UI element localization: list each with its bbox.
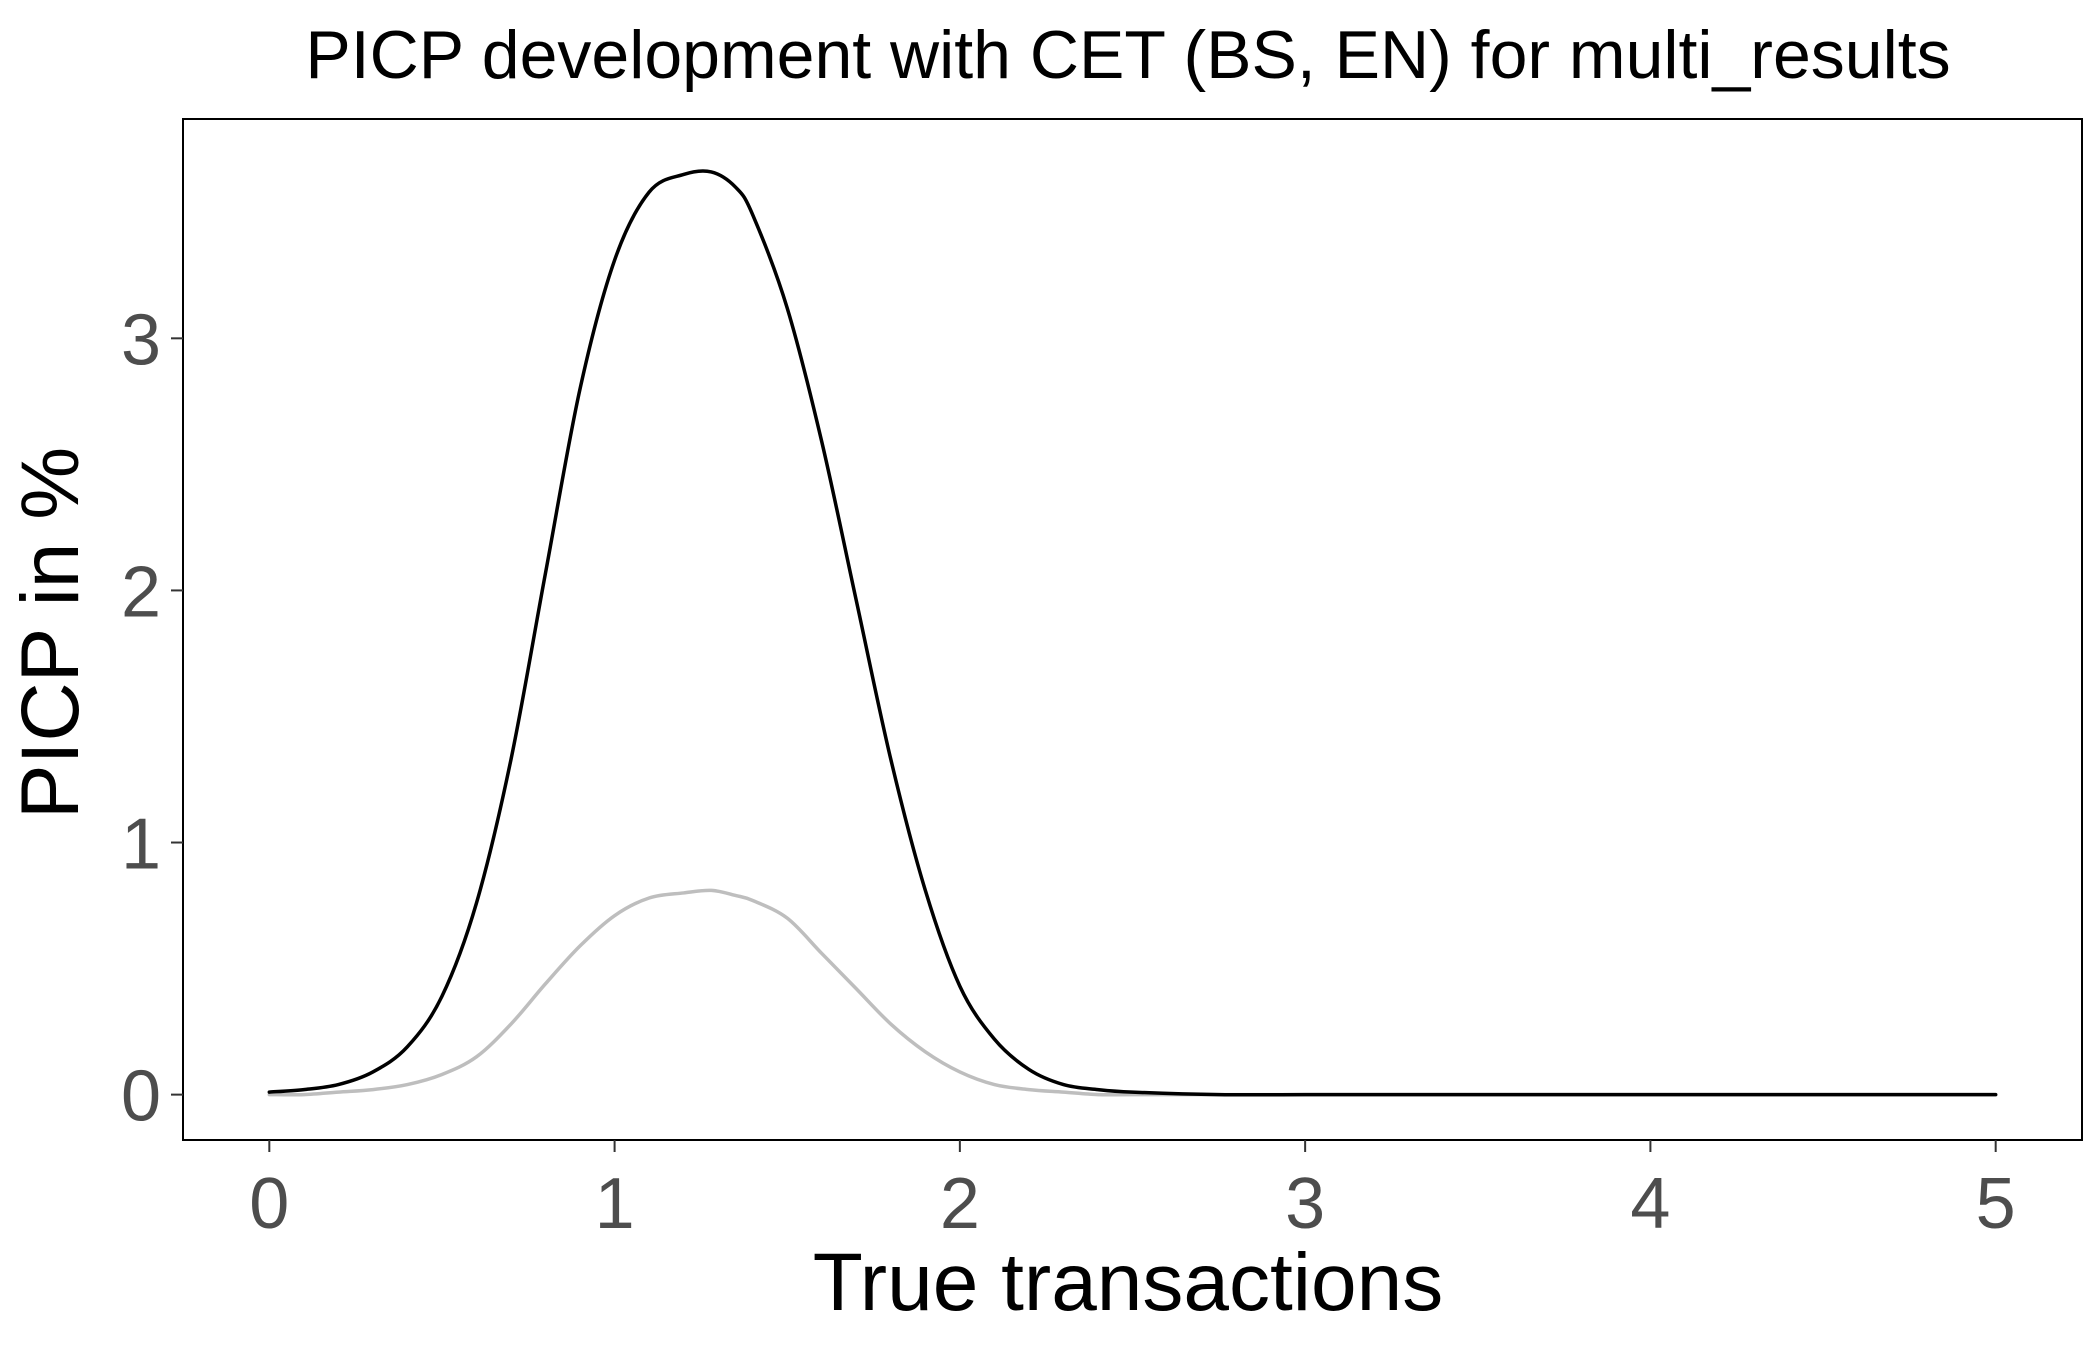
y-tick-label: 3: [121, 300, 161, 380]
panel-border: [182, 118, 2083, 1141]
x-tick-label: 3: [1285, 1164, 1325, 1244]
chart-title: PICP development with CET (BS, EN) for m…: [305, 17, 1950, 93]
y-axis: 0 1 2 3: [121, 300, 183, 1137]
x-axis: 0 1 2 3 4 5: [249, 1140, 2016, 1244]
y-axis-title: PICP in %: [5, 447, 96, 819]
plot-panel: [182, 118, 2083, 1141]
x-tick-label: 2: [940, 1164, 980, 1244]
x-tick-label: 1: [595, 1164, 635, 1244]
x-tick-label: 0: [249, 1164, 289, 1244]
x-tick-label: 5: [1976, 1164, 2016, 1244]
x-axis-title: True transactions: [813, 1237, 1443, 1328]
y-tick-label: 2: [121, 552, 161, 632]
series-layer: [267, 169, 1998, 1097]
series-dark-line: [267, 169, 1998, 1097]
x-tick-label: 4: [1630, 1164, 1670, 1244]
y-tick-label: 0: [121, 1057, 161, 1137]
y-tick-label: 1: [121, 805, 161, 885]
